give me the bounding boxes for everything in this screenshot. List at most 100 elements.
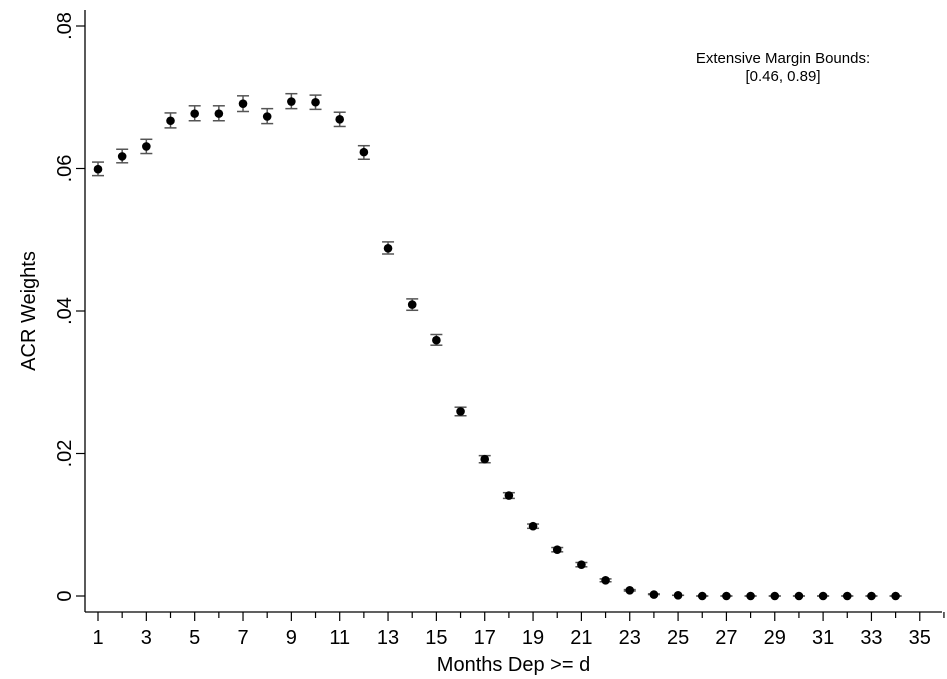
data-point-21 — [575, 560, 588, 569]
data-point-15 — [430, 333, 443, 346]
y-axis-ticks: 0 .02 .04 .06 .08 — [54, 12, 85, 602]
point-marker — [117, 152, 127, 161]
point-marker — [432, 335, 441, 345]
x-tick-label-35: 35 — [909, 627, 931, 649]
data-point-33 — [865, 591, 878, 601]
point-marker — [480, 454, 490, 464]
x-tick-label-11: 11 — [329, 627, 350, 649]
y-tick-label-.04: .04 — [54, 297, 76, 325]
data-point-27 — [720, 591, 733, 601]
point-marker — [166, 116, 175, 126]
data-point-31 — [817, 591, 830, 601]
y-axis-title: ACR Weights — [18, 251, 40, 371]
point-marker — [190, 109, 199, 118]
data-point-22 — [599, 576, 612, 585]
data-point-28 — [744, 591, 757, 601]
point-marker — [891, 591, 900, 601]
data-point-11 — [333, 111, 346, 128]
point-marker — [262, 112, 272, 121]
y-tick-label-.06: .06 — [54, 155, 76, 183]
x-tick-label-27: 27 — [715, 627, 737, 649]
point-marker — [359, 147, 369, 157]
point-marker — [842, 591, 852, 601]
point-marker — [407, 300, 417, 309]
point-marker — [770, 591, 780, 601]
data-point-25 — [672, 590, 685, 600]
x-tick-label-13: 13 — [377, 627, 399, 649]
annotation-bounds: [0.46, 0.89] — [745, 68, 820, 85]
data-point-6 — [212, 105, 225, 122]
x-tick-label-9: 9 — [286, 627, 297, 649]
data-point-7 — [237, 95, 250, 113]
point-marker — [214, 109, 224, 118]
x-tick-label-21: 21 — [570, 627, 592, 649]
x-tick-label-25: 25 — [667, 627, 689, 649]
point-marker — [142, 142, 151, 151]
data-point-24 — [647, 590, 660, 599]
annotation-title: Extensive Margin Bounds: — [696, 50, 870, 67]
data-point-20 — [551, 545, 564, 554]
point-marker — [504, 491, 514, 500]
data-point-1 — [92, 161, 104, 177]
point-marker — [577, 560, 586, 569]
x-tick-label-1: 1 — [92, 627, 103, 649]
data-point-13 — [382, 241, 395, 255]
point-marker — [818, 591, 828, 601]
x-tick-label-29: 29 — [764, 627, 786, 649]
x-tick-label-19: 19 — [522, 627, 544, 649]
x-axis-ticks: 1 3 5 7 9 11 13 15 17 19 21 23 25 27 29 31 33 35 — [92, 612, 945, 649]
point-marker — [287, 97, 296, 106]
point-marker — [456, 407, 465, 416]
point-marker — [311, 97, 320, 107]
x-tick-label-7: 7 — [237, 627, 248, 649]
data-point-17 — [478, 454, 491, 464]
data-point-2 — [116, 148, 129, 164]
data-point-5 — [188, 105, 201, 122]
point-marker — [383, 244, 393, 253]
data-point-9 — [285, 92, 298, 110]
point-marker — [867, 591, 876, 601]
data-point-19 — [527, 521, 540, 531]
data-point-8 — [261, 107, 274, 125]
data-point-30 — [792, 591, 805, 601]
data-point-3 — [140, 138, 153, 155]
data-point-32 — [841, 591, 854, 601]
data-point-12 — [357, 144, 370, 160]
data-point-14 — [406, 298, 419, 312]
point-marker — [673, 590, 683, 600]
y-tick-label-.02: .02 — [54, 440, 76, 468]
data-point-18 — [502, 491, 515, 500]
x-axis-title: Months Dep >= d — [437, 654, 590, 676]
data-point-26 — [696, 591, 709, 601]
point-marker — [601, 576, 610, 585]
data-point-16 — [454, 406, 467, 417]
point-marker — [528, 521, 538, 531]
series-acr-weights — [92, 92, 902, 601]
data-point-29 — [768, 591, 781, 601]
point-marker — [552, 545, 562, 554]
point-marker — [697, 591, 707, 601]
y-tick-label-0: 0 — [54, 590, 76, 601]
x-tick-label-23: 23 — [619, 627, 641, 649]
x-tick-label-31: 31 — [812, 627, 834, 649]
point-marker — [238, 99, 248, 108]
point-marker — [746, 591, 755, 601]
x-tick-label-5: 5 — [189, 627, 200, 649]
plot-frame — [84, 10, 942, 613]
point-marker — [625, 586, 635, 595]
point-marker — [722, 591, 731, 601]
data-point-10 — [309, 94, 322, 111]
data-point-23 — [623, 586, 636, 595]
x-tick-label-3: 3 — [141, 627, 152, 649]
point-marker — [93, 164, 103, 174]
point-marker — [649, 590, 659, 599]
point-marker — [335, 115, 345, 124]
x-tick-label-33: 33 — [860, 627, 882, 649]
x-tick-label-17: 17 — [474, 627, 496, 649]
y-tick-label-.08: .08 — [54, 12, 76, 40]
x-tick-label-15: 15 — [425, 627, 447, 649]
point-marker — [794, 591, 804, 601]
data-point-4 — [164, 112, 177, 129]
data-point-34 — [889, 591, 902, 601]
